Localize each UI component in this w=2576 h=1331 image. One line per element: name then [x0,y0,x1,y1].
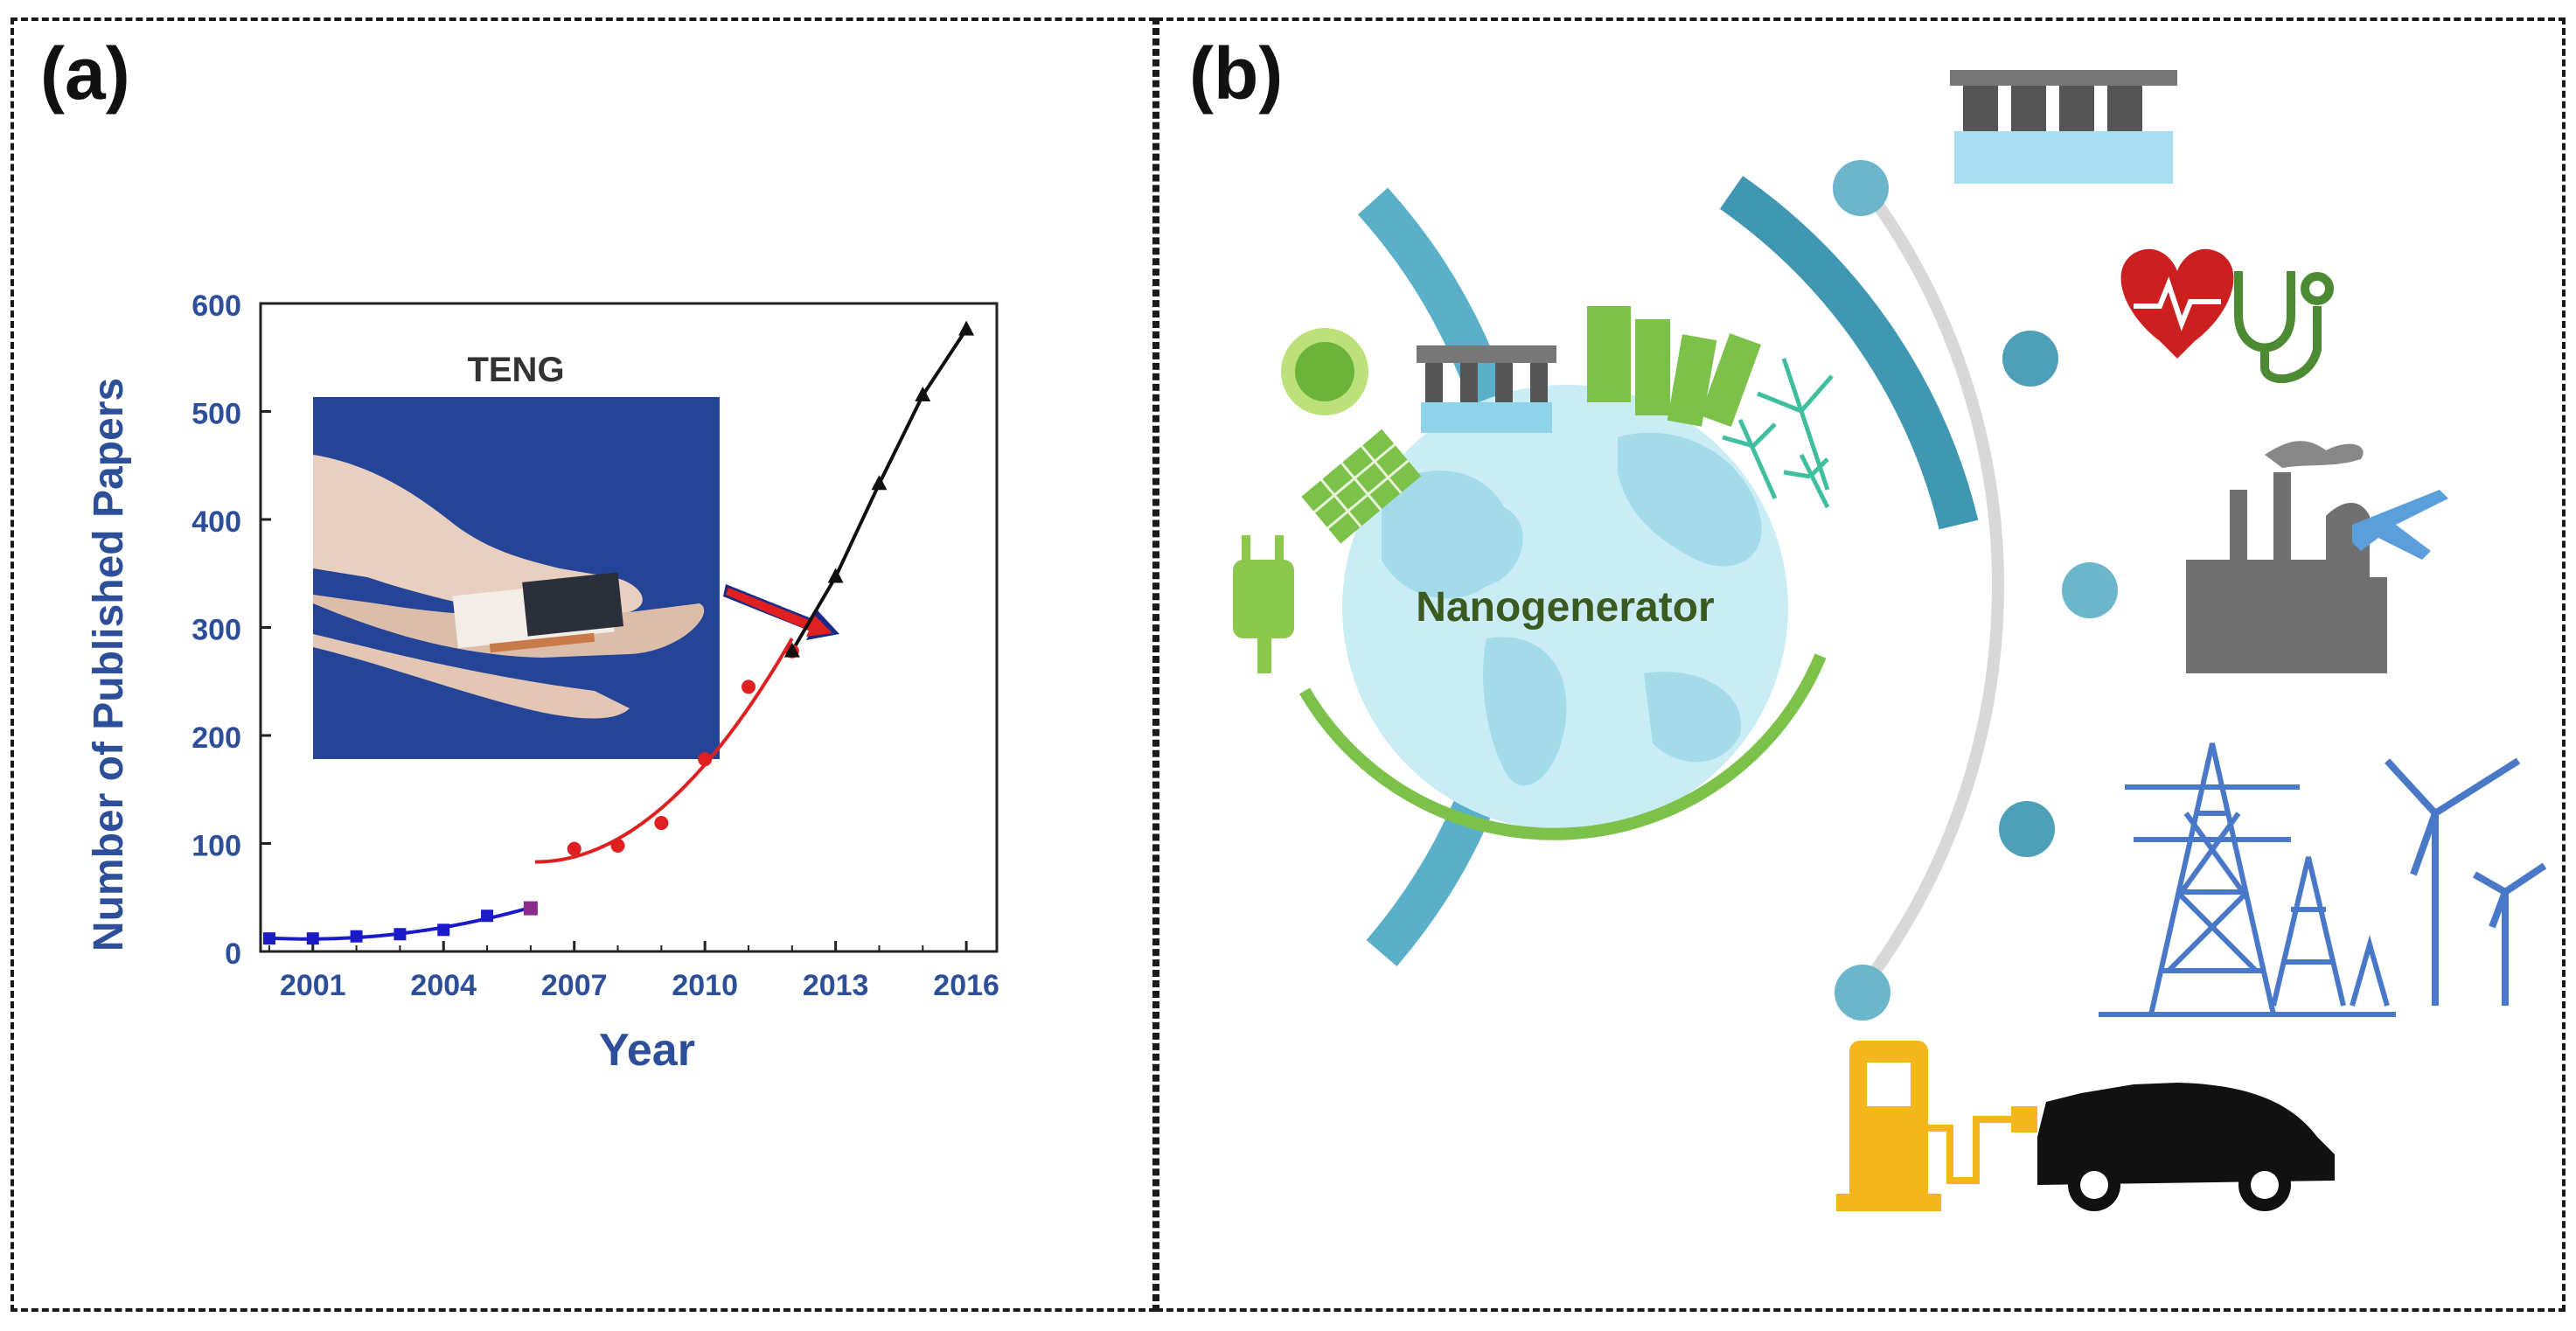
timeline-node-5 [1835,965,1890,1021]
data-point [915,386,931,401]
wind-farm-icon [1722,358,1834,509]
solar-panel-icon [1301,429,1422,544]
data-point [610,838,625,853]
x-tick-label: 2016 [933,969,999,1002]
dam-icon [1417,345,1556,433]
x-axis-ticks: 2001 2004 2007 2010 2013 2016 [268,941,999,1002]
data-point [654,816,669,831]
x-tick-label: 2013 [803,969,869,1002]
data-point [567,841,581,856]
timeline-node-3 [2062,562,2118,618]
panel-b-frame [1156,17,2566,1312]
data-point [393,928,407,941]
wind-turbine-icon [2385,757,2547,1006]
y-axis-label: Number of Published Papers [86,378,132,951]
sun-icon [1281,328,1368,415]
inset-label: TENG [467,351,564,389]
timeline-arc [1857,179,2005,993]
dam-icon-large [1950,70,2177,184]
outer-blue-arc-dark [1719,176,1979,530]
y-tick-label: 0 [225,937,241,971]
timeline-node-1 [1833,160,1889,216]
factory-icon [2186,441,2387,673]
junction-point [523,901,538,916]
y-tick-label: 200 [191,721,241,755]
city-icon [1587,306,1762,428]
electric-car-icon [2037,1083,2335,1211]
data-point [958,320,975,336]
x-tick-label: 2004 [410,969,477,1002]
airplane-icon [2352,490,2448,560]
fuel-pump-icon [1836,1041,2037,1211]
x-tick-label: 2001 [280,969,346,1002]
data-point [783,642,800,658]
panel-a-label: (a) [40,32,130,115]
heart-monitor-icon [2120,248,2234,359]
timeline-node-2 [2002,331,2058,387]
data-point [437,923,450,937]
data-point [871,475,888,491]
y-tick-label: 100 [191,830,241,863]
y-tick-label: 500 [191,398,241,431]
power-tower-icon [2099,742,2396,1017]
data-point [350,930,363,943]
data-point [698,752,713,767]
data-point [481,909,494,923]
data-point [741,679,756,694]
x-tick-label: 2007 [541,969,608,1002]
globe [1342,385,1788,831]
panel-b-label: (b) [1189,32,1284,115]
y-tick-label: 300 [191,614,241,647]
x-tick-label: 2010 [672,969,738,1002]
timeline-node-4 [1999,801,2055,857]
series-line-1 [534,638,794,864]
data-point [306,932,319,945]
y-tick-label: 400 [191,505,241,539]
x-axis-label: Year [599,1025,695,1076]
plug-icon [1233,535,1294,673]
data-point [827,568,844,583]
stethoscope-icon [2234,271,2334,383]
teng-inset-photo [313,397,720,759]
center-label: Nanogenerator [1416,584,1714,631]
green-arc [1298,653,1827,840]
data-point [262,932,275,945]
y-axis-ticks: 0 100 200 300 400 500 600 [191,289,271,971]
panel-a-frame [10,17,1156,1312]
y-tick-label: 600 [191,289,241,323]
